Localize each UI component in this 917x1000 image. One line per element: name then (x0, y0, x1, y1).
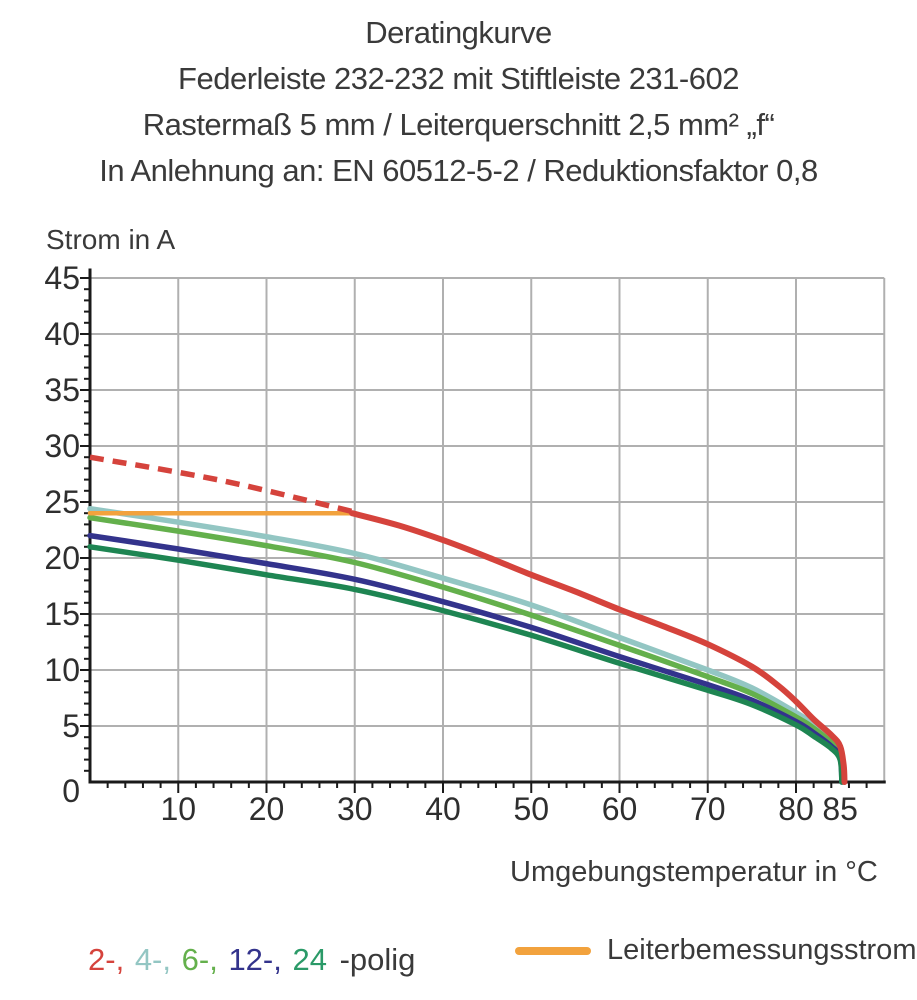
x-tick-label-85: 85 (822, 791, 858, 827)
y-tick-label-35: 35 (44, 372, 80, 408)
y-tick-label-5: 5 (62, 708, 80, 744)
title-line-4: In Anlehnung an: EN 60512-5-2 / Reduktio… (99, 153, 818, 188)
legend-poles: 2-, 4-, 6-, 12-, 24 -polig (88, 942, 417, 978)
y-tick-label-10: 10 (44, 652, 80, 688)
title-line-3: Rastermaß 5 mm / Leiterquerschnitt 2,5 m… (142, 107, 775, 142)
series-2-polig-theoretisch (89, 454, 356, 515)
legend-pole-6: 6-, (181, 942, 218, 977)
title-line-1: Deratingkurve (365, 15, 552, 50)
y-tick-label-40: 40 (44, 316, 80, 352)
legend-pole-items: 2-, 4-, 6-, 12-, 24 (88, 942, 338, 977)
x-axis-title: Umgebungstemperatur in °C (510, 856, 878, 888)
x-tick-label-70: 70 (690, 791, 726, 827)
x-tick-label-40: 40 (425, 791, 461, 827)
x-tick-label-30: 30 (337, 791, 373, 827)
legend-pole-12: 12-, (228, 942, 282, 977)
legend-poles-suffix: -polig (339, 942, 416, 977)
y-tick-label-0: 0 (62, 773, 80, 809)
rated-current-line-swatch (515, 946, 591, 955)
series-2-polig (349, 510, 848, 785)
tick-labels: 10 20 30 40 50 60 70 80 85 0 5 10 15 20 25 30 35 40 45 (44, 260, 858, 827)
y-tick-label-45: 45 (44, 260, 80, 296)
y-tick-label-30: 30 (44, 428, 80, 464)
legend-pole-24: 24 (292, 942, 327, 977)
y-axis-title: Strom in A (46, 224, 176, 255)
series-12-polig (87, 532, 845, 785)
legend-rated-current: Leiterbemessungsstrom (515, 934, 916, 967)
series-6-polig (87, 514, 846, 785)
y-tick-label-20: 20 (44, 540, 80, 576)
x-tick-label-20: 20 (249, 791, 285, 827)
y-tick-label-15: 15 (44, 596, 80, 632)
title-block: Deratingkurve Federleiste 232-232 mit St… (0, 10, 917, 194)
axis-ticks (80, 277, 868, 793)
rated-current-label: Leiterbemessungsstrom (607, 934, 917, 966)
title-line-2: Federleiste 232-232 mit Stiftleiste 231-… (178, 61, 739, 96)
x-tick-label-10: 10 (160, 791, 196, 827)
y-tick-label-25: 25 (44, 484, 80, 520)
x-tick-label-60: 60 (602, 791, 638, 827)
x-tick-label-80: 80 (778, 791, 814, 827)
legend-pole-4: 4-, (134, 942, 171, 977)
x-tick-label-50: 50 (513, 791, 549, 827)
legend-pole-2: 2-, (88, 942, 125, 977)
axes (88, 268, 886, 784)
series-24-polig (87, 544, 845, 785)
